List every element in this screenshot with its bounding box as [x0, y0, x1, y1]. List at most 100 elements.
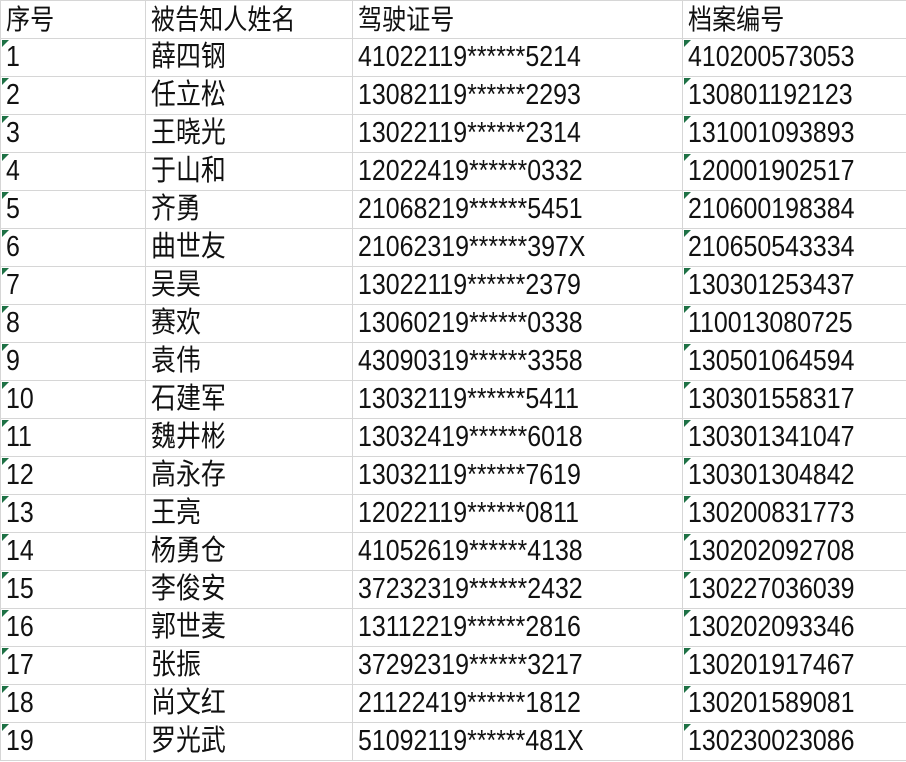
index-cell[interactable]: 7 — [0, 266, 146, 305]
header-row: 序号 被告知人姓名 驾驶证号 档案编号 — [0, 0, 906, 39]
file-number-cell[interactable]: 130301341047 — [682, 418, 906, 457]
name-cell[interactable]: 吴昊 — [145, 266, 353, 305]
text-number-indicator-icon — [684, 610, 691, 617]
index-cell[interactable]: 2 — [0, 76, 146, 115]
file-number-cell[interactable]: 130230023086 — [682, 722, 906, 761]
header-cell-license[interactable]: 驾驶证号 — [352, 0, 683, 39]
file-number-cell[interactable]: 130301253437 — [682, 266, 906, 305]
name-cell[interactable]: 齐勇 — [145, 190, 353, 229]
license-cell[interactable]: 13112219******2816 — [352, 608, 683, 647]
name-cell[interactable]: 王晓光 — [145, 114, 353, 153]
license-cell[interactable]: 13032419******6018 — [352, 418, 683, 457]
cell-text: 21062319******397X — [358, 231, 586, 263]
cell-text: 高永存 — [151, 459, 226, 491]
table-row: 4 于山和 12022419******0332 120001902517 — [0, 152, 906, 191]
table-row: 10 石建军 13032119******5411 130301558317 — [0, 380, 906, 419]
cell-text: 13060219******0338 — [358, 307, 583, 339]
file-number-cell[interactable]: 130200831773 — [682, 494, 906, 533]
text-number-indicator-icon — [2, 382, 9, 389]
file-number-cell[interactable]: 130201917467 — [682, 646, 906, 685]
index-cell[interactable]: 1 — [0, 38, 146, 77]
header-cell-index[interactable]: 序号 — [0, 0, 146, 39]
file-number-cell[interactable]: 130801192123 — [682, 76, 906, 115]
file-number-cell[interactable]: 130301558317 — [682, 380, 906, 419]
name-cell[interactable]: 于山和 — [145, 152, 353, 191]
table-row: 19 罗光武 51092119******481X 130230023086 — [0, 722, 906, 761]
name-cell[interactable]: 任立松 — [145, 76, 353, 115]
cell-text: 赛欢 — [151, 307, 201, 339]
file-number-cell[interactable]: 130202092708 — [682, 532, 906, 571]
name-cell[interactable]: 曲世友 — [145, 228, 353, 267]
header-cell-file-number[interactable]: 档案编号 — [682, 0, 906, 39]
license-cell[interactable]: 43090319******3358 — [352, 342, 683, 381]
name-cell[interactable]: 张振 — [145, 646, 353, 685]
name-cell[interactable]: 石建军 — [145, 380, 353, 419]
file-number-cell[interactable]: 210600198384 — [682, 190, 906, 229]
name-cell[interactable]: 罗光武 — [145, 722, 353, 761]
cell-text: 石建军 — [151, 383, 226, 415]
file-number-cell[interactable]: 410200573053 — [682, 38, 906, 77]
name-cell[interactable]: 李俊安 — [145, 570, 353, 609]
license-cell[interactable]: 13082119******2293 — [352, 76, 683, 115]
license-cell[interactable]: 13032119******7619 — [352, 456, 683, 495]
license-cell[interactable]: 12022419******0332 — [352, 152, 683, 191]
index-cell[interactable]: 10 — [0, 380, 146, 419]
license-cell[interactable]: 13022119******2379 — [352, 266, 683, 305]
license-cell[interactable]: 21062319******397X — [352, 228, 683, 267]
name-cell[interactable]: 魏井彬 — [145, 418, 353, 457]
cell-text: 吴昊 — [151, 269, 201, 301]
index-cell[interactable]: 3 — [0, 114, 146, 153]
name-cell[interactable]: 袁伟 — [145, 342, 353, 381]
name-cell[interactable]: 郭世麦 — [145, 608, 353, 647]
index-cell[interactable]: 11 — [0, 418, 146, 457]
index-cell[interactable]: 17 — [0, 646, 146, 685]
file-number-cell[interactable]: 131001093893 — [682, 114, 906, 153]
file-number-cell[interactable]: 130202093346 — [682, 608, 906, 647]
text-number-indicator-icon — [684, 40, 691, 47]
license-cell[interactable]: 41022119******5214 — [352, 38, 683, 77]
license-cell[interactable]: 41052619******4138 — [352, 532, 683, 571]
file-number-cell[interactable]: 110013080725 — [682, 304, 906, 343]
name-cell[interactable]: 高永存 — [145, 456, 353, 495]
license-cell[interactable]: 21122419******1812 — [352, 684, 683, 723]
file-number-cell[interactable]: 130227036039 — [682, 570, 906, 609]
name-cell[interactable]: 王亮 — [145, 494, 353, 533]
table-row: 14 杨勇仓 41052619******4138 130202092708 — [0, 532, 906, 571]
file-number-cell[interactable]: 130301304842 — [682, 456, 906, 495]
text-number-indicator-icon — [2, 610, 9, 617]
license-cell[interactable]: 12022119******0811 — [352, 494, 683, 533]
name-cell[interactable]: 薛四钢 — [145, 38, 353, 77]
index-cell[interactable]: 19 — [0, 722, 146, 761]
license-cell[interactable]: 51092119******481X — [352, 722, 683, 761]
index-cell[interactable]: 14 — [0, 532, 146, 571]
index-cell[interactable]: 12 — [0, 456, 146, 495]
cell-text: 51092119******481X — [358, 725, 584, 757]
file-number-cell[interactable]: 120001902517 — [682, 152, 906, 191]
name-cell[interactable]: 杨勇仓 — [145, 532, 353, 571]
license-cell[interactable]: 21068219******5451 — [352, 190, 683, 229]
file-number-cell[interactable]: 130201589081 — [682, 684, 906, 723]
index-cell[interactable]: 13 — [0, 494, 146, 533]
license-cell[interactable]: 13032119******5411 — [352, 380, 683, 419]
index-cell[interactable]: 4 — [0, 152, 146, 191]
index-cell[interactable]: 5 — [0, 190, 146, 229]
header-cell-name[interactable]: 被告知人姓名 — [145, 0, 353, 39]
license-cell[interactable]: 13060219******0338 — [352, 304, 683, 343]
license-cell[interactable]: 37232319******2432 — [352, 570, 683, 609]
cell-text: 曲世友 — [151, 231, 226, 263]
index-cell[interactable]: 8 — [0, 304, 146, 343]
file-number-cell[interactable]: 210650543334 — [682, 228, 906, 267]
index-cell[interactable]: 18 — [0, 684, 146, 723]
index-cell[interactable]: 16 — [0, 608, 146, 647]
index-cell[interactable]: 9 — [0, 342, 146, 381]
index-cell[interactable]: 6 — [0, 228, 146, 267]
table-row: 18 尚文红 21122419******1812 130201589081 — [0, 684, 906, 723]
index-cell[interactable]: 15 — [0, 570, 146, 609]
name-cell[interactable]: 赛欢 — [145, 304, 353, 343]
name-cell[interactable]: 尚文红 — [145, 684, 353, 723]
license-cell[interactable]: 37292319******3217 — [352, 646, 683, 685]
cell-text: 李俊安 — [151, 573, 226, 605]
file-number-cell[interactable]: 130501064594 — [682, 342, 906, 381]
license-cell[interactable]: 13022119******2314 — [352, 114, 683, 153]
cell-text: 130227036039 — [688, 573, 855, 605]
